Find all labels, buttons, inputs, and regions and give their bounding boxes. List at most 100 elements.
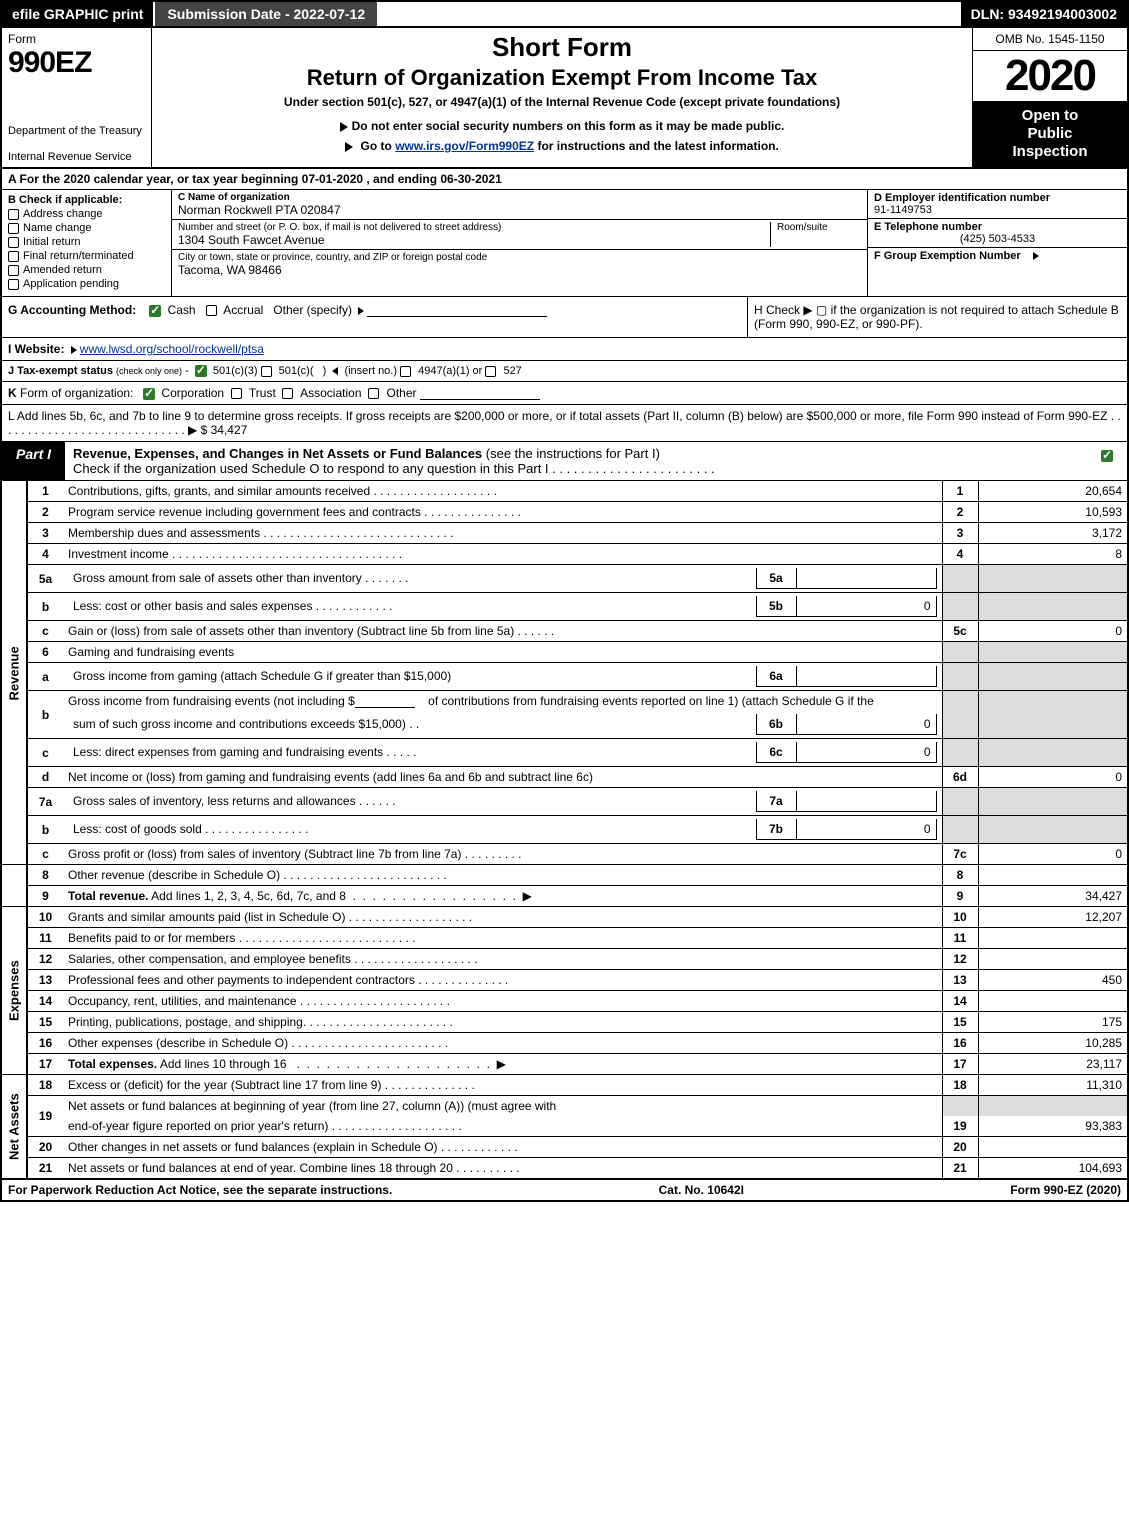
line-2: 2Program service revenue including gover…	[1, 502, 1128, 523]
submission-date-label: Submission Date - 2022-07-12	[153, 2, 377, 26]
line-10: Expenses 10Grants and similar amounts pa…	[1, 907, 1128, 928]
triangle-icon	[71, 346, 77, 354]
row-k-form-org: K Form of organization: Corporation Trus…	[0, 382, 1129, 405]
dln-label: DLN: 93492194003002	[961, 2, 1127, 26]
efile-print-label[interactable]: efile GRAPHIC print	[2, 2, 153, 26]
check-accrual[interactable]	[206, 305, 217, 316]
dept-treasury: Department of the Treasury	[8, 125, 145, 137]
column-b-checkboxes: B Check if applicable: Address change Na…	[2, 190, 172, 296]
line-19a: 19 Net assets or fund balances at beginn…	[1, 1096, 1128, 1117]
line-20: 20Other changes in net assets or fund ba…	[1, 1137, 1128, 1158]
part-1-title: Revenue, Expenses, and Changes in Net As…	[65, 442, 1087, 480]
row-a-tax-year: A For the 2020 calendar year, or tax yea…	[0, 169, 1129, 190]
check-trust[interactable]	[231, 388, 242, 399]
line-6b: b Gross income from fundraising events (…	[1, 691, 1128, 712]
line-1: Revenue 1 Contributions, gifts, grants, …	[1, 481, 1128, 502]
line-21: 21Net assets or fund balances at end of …	[1, 1158, 1128, 1179]
form-number: 990EZ	[8, 46, 145, 80]
page-footer: For Paperwork Reduction Act Notice, see …	[0, 1179, 1129, 1202]
line-5c: cGain or (loss) from sale of assets othe…	[1, 621, 1128, 642]
paperwork-notice: For Paperwork Reduction Act Notice, see …	[8, 1183, 392, 1197]
title-return-exempt: Return of Organization Exempt From Incom…	[160, 65, 964, 91]
line-5b: b Less: cost or other basis and sales ex…	[1, 593, 1128, 621]
ein-cell: D Employer identification number 91-1149…	[868, 190, 1127, 219]
chk-address-change[interactable]: Address change	[8, 208, 165, 220]
topbar-spacer	[377, 2, 961, 26]
line-6d: dNet income or (loss) from gaming and fu…	[1, 767, 1128, 788]
part-1-tag: Part I	[2, 442, 65, 480]
website-link[interactable]: www.lwsd.org/school/rockwell/ptsa	[80, 342, 264, 356]
accounting-method: G Accounting Method: Cash Accrual Other …	[2, 297, 747, 337]
triangle-icon	[1033, 252, 1039, 260]
line-7c: cGross profit or (loss) from sales of in…	[1, 844, 1128, 865]
part-1-table: Revenue 1 Contributions, gifts, grants, …	[0, 481, 1129, 1179]
line-17: 17Total expenses. Add lines 10 through 1…	[1, 1054, 1128, 1075]
subtitle: Under section 501(c), 527, or 4947(a)(1)…	[160, 95, 964, 109]
column-c-name-address: C Name of organization Norman Rockwell P…	[172, 190, 867, 296]
part-1-checkbox[interactable]	[1087, 442, 1127, 480]
check-cash[interactable]	[149, 305, 161, 317]
check-4947[interactable]	[400, 366, 411, 377]
form-header: Form 990EZ Department of the Treasury In…	[0, 28, 1129, 169]
top-bar: efile GRAPHIC print Submission Date - 20…	[0, 0, 1129, 28]
line-5a: 5a Gross amount from sale of assets othe…	[1, 565, 1128, 593]
chk-final-return[interactable]: Final return/terminated	[8, 250, 165, 262]
triangle-icon	[345, 142, 353, 152]
line-11: 11Benefits paid to or for members . . . …	[1, 928, 1128, 949]
line-4: 4Investment income . . . . . . . . . . .…	[1, 544, 1128, 565]
form-word: Form	[8, 32, 145, 46]
column-d-ein-phone: D Employer identification number 91-1149…	[867, 190, 1127, 296]
other-specify-line	[367, 303, 547, 317]
irs-link[interactable]: www.irs.gov/Form990EZ	[395, 139, 534, 153]
tax-year: 2020	[973, 51, 1127, 101]
street-cell: Number and street (or P. O. box, if mail…	[178, 222, 771, 247]
group-exemption-cell: F Group Exemption Number	[868, 248, 1127, 264]
check-527[interactable]	[485, 366, 496, 377]
line-7a: 7a Gross sales of inventory, less return…	[1, 788, 1128, 816]
row-l-gross-receipts: L Add lines 5b, 6c, and 7b to line 9 to …	[0, 405, 1129, 442]
check-association[interactable]	[282, 388, 293, 399]
net-assets-label: Net Assets	[1, 1075, 27, 1179]
check-other-org[interactable]	[368, 388, 379, 399]
chk-name-change[interactable]: Name change	[8, 222, 165, 234]
row-gh: G Accounting Method: Cash Accrual Other …	[0, 297, 1129, 338]
chk-application-pending[interactable]: Application pending	[8, 278, 165, 290]
chk-initial-return[interactable]: Initial return	[8, 236, 165, 248]
triangle-icon	[340, 122, 348, 132]
line-6c: c Less: direct expenses from gaming and …	[1, 739, 1128, 767]
title-short-form: Short Form	[160, 32, 964, 63]
entity-block: B Check if applicable: Address change Na…	[0, 190, 1129, 297]
line-6a: a Gross income from gaming (attach Sched…	[1, 663, 1128, 691]
cat-number: Cat. No. 10642I	[659, 1183, 744, 1197]
chk-amended-return[interactable]: Amended return	[8, 264, 165, 276]
line-6: 6Gaming and fundraising events	[1, 642, 1128, 663]
phone-cell: E Telephone number (425) 503-4533	[868, 219, 1127, 248]
line-14: 14Occupancy, rent, utilities, and mainte…	[1, 991, 1128, 1012]
line-16: 16Other expenses (describe in Schedule O…	[1, 1033, 1128, 1054]
line-9: 9Total revenue. Add lines 1, 2, 3, 4, 5c…	[1, 886, 1128, 907]
line-7b: b Less: cost of goods sold . . . . . . .…	[1, 816, 1128, 844]
check-501c[interactable]	[261, 366, 272, 377]
part-1-header: Part I Revenue, Expenses, and Changes in…	[0, 442, 1129, 481]
header-left: Form 990EZ Department of the Treasury In…	[2, 28, 152, 167]
line-12: 12Salaries, other compensation, and empl…	[1, 949, 1128, 970]
room-suite-cell: Room/suite	[771, 222, 861, 247]
open-to-public: Open to Public Inspection	[973, 101, 1127, 167]
dept-irs: Internal Revenue Service	[8, 151, 145, 163]
org-name-cell: C Name of organization Norman Rockwell P…	[172, 190, 867, 220]
line-19b: end-of-year figure reported on prior yea…	[1, 1116, 1128, 1137]
form-ref: Form 990-EZ (2020)	[1010, 1183, 1121, 1197]
schedule-b-check: H Check ▶ ▢ if the organization is not r…	[747, 297, 1127, 337]
check-corporation[interactable]	[143, 388, 155, 400]
address-row: Number and street (or P. O. box, if mail…	[172, 220, 867, 250]
check-501c3[interactable]	[195, 365, 207, 377]
line-15: 15Printing, publications, postage, and s…	[1, 1012, 1128, 1033]
triangle-left-icon	[332, 367, 338, 375]
city-cell: City or town, state or province, country…	[172, 250, 867, 279]
revenue-label: Revenue	[1, 481, 27, 865]
instructions-line: Go to www.irs.gov/Form990EZ for instruct…	[160, 139, 964, 153]
row-i-website: I Website: www.lwsd.org/school/rockwell/…	[0, 338, 1129, 361]
line-13: 13Professional fees and other payments t…	[1, 970, 1128, 991]
header-center: Short Form Return of Organization Exempt…	[152, 28, 972, 167]
expenses-label: Expenses	[1, 907, 27, 1075]
